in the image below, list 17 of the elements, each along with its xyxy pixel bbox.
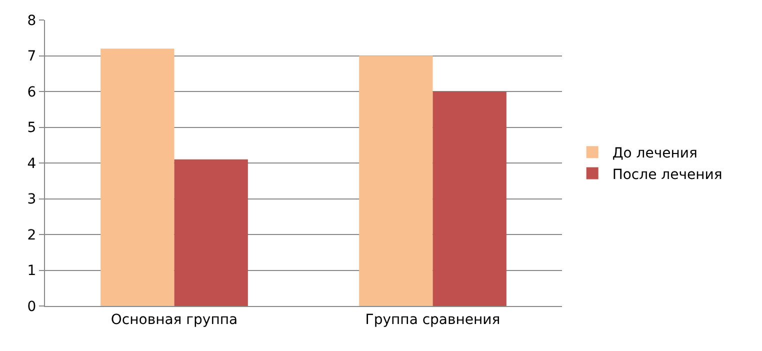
legend-label: До лечения bbox=[612, 146, 698, 162]
x-tick-label: Основная группа bbox=[110, 312, 238, 328]
y-tick-label: 6 bbox=[27, 84, 36, 100]
y-tick-label: 4 bbox=[27, 156, 36, 172]
y-tick-label: 2 bbox=[27, 227, 36, 244]
y-tick-label: 3 bbox=[27, 192, 36, 208]
y-tick-label: 7 bbox=[27, 48, 36, 65]
y-tick-label: 8 bbox=[27, 12, 36, 29]
bar bbox=[174, 159, 248, 306]
y-tick-label: 5 bbox=[27, 120, 36, 136]
bar bbox=[432, 92, 506, 306]
legend-label: После лечения bbox=[612, 166, 722, 183]
y-tick-label: 1 bbox=[27, 263, 36, 280]
bar bbox=[100, 48, 174, 306]
bar bbox=[359, 56, 433, 306]
x-tick-label: Группа сравнения bbox=[365, 312, 500, 328]
y-tick-label: 0 bbox=[27, 298, 36, 315]
